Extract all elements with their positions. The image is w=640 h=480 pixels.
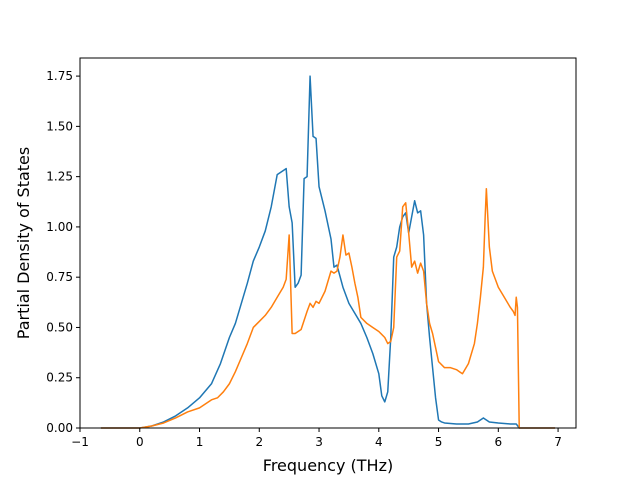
x-tick-label: 5 [435, 435, 443, 449]
y-tick-label: 1.00 [46, 220, 73, 234]
x-tick-label: 7 [554, 435, 562, 449]
axes-frame [79, 57, 577, 429]
x-tick-label: 2 [255, 435, 263, 449]
series-layer [100, 75, 556, 429]
y-tick-label: 0.50 [46, 320, 73, 334]
series-line-1 [100, 75, 556, 429]
series-line-2 [100, 187, 556, 429]
x-tick-label: −1 [71, 435, 89, 449]
y-axis-ticks: 0.00 0.25 0.50 0.75 1.00 1.25 1.50 1.75 [46, 69, 80, 435]
y-axis-label: Partial Density of States [14, 147, 33, 339]
x-axis-ticks: −1 0 1 2 3 4 5 6 7 [71, 428, 562, 449]
y-tick-label: 0.75 [46, 270, 73, 284]
x-tick-label: 0 [136, 435, 144, 449]
y-tick-label: 1.25 [46, 170, 73, 184]
x-tick-label: 1 [196, 435, 204, 449]
x-tick-label: 6 [494, 435, 502, 449]
y-tick-label: 0.00 [46, 421, 73, 435]
x-tick-label: 3 [315, 435, 323, 449]
y-tick-label: 1.50 [46, 119, 73, 133]
y-tick-label: 1.75 [46, 69, 73, 83]
x-tick-label: 4 [375, 435, 383, 449]
x-axis-label: Frequency (THz) [263, 456, 393, 475]
y-tick-label: 0.25 [46, 371, 73, 385]
